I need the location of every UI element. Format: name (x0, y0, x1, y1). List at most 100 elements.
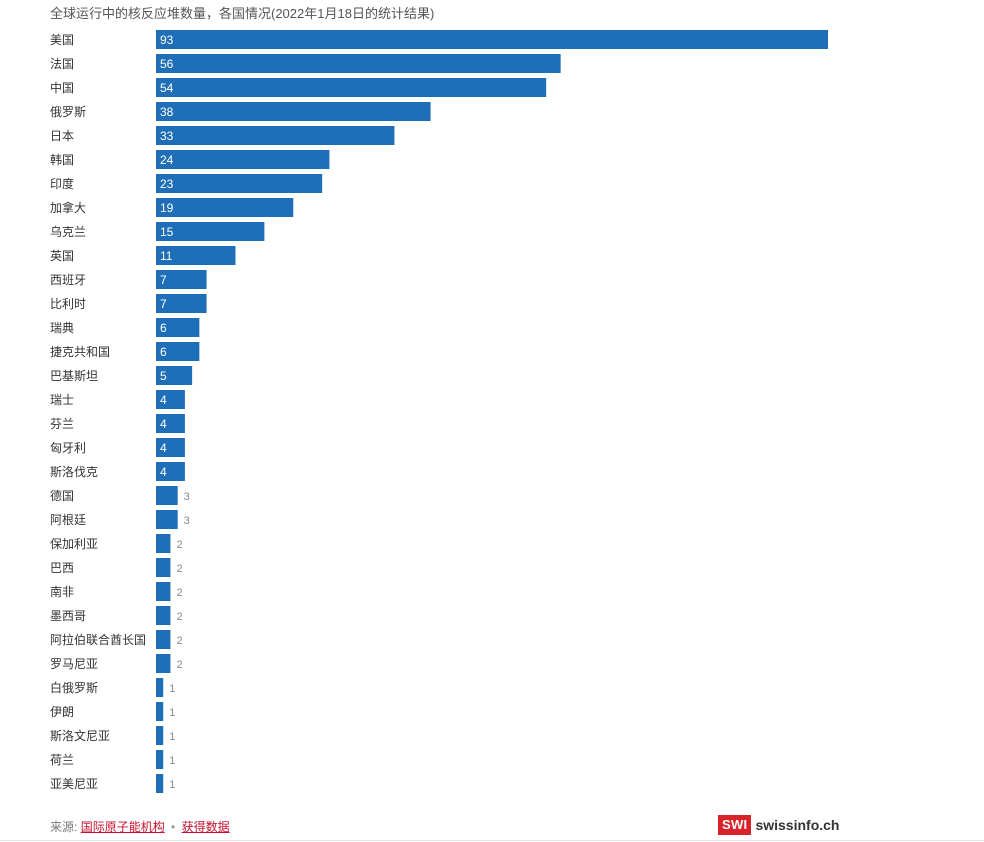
category-label: 荷兰 (50, 753, 74, 767)
value-label: 1 (169, 755, 175, 767)
bar (156, 30, 828, 49)
bar (156, 174, 323, 193)
value-label: 7 (160, 273, 167, 287)
bar (156, 246, 236, 265)
bar (156, 582, 171, 601)
value-label: 54 (160, 81, 174, 95)
source-link[interactable]: 国际原子能机构 (80, 820, 165, 834)
bar (156, 198, 294, 217)
category-label: 俄罗斯 (50, 105, 86, 119)
category-label: 捷克共和国 (50, 345, 110, 359)
source-footer: 来源: 国际原子能机构 • 获得数据 (50, 818, 230, 835)
bar (156, 414, 185, 433)
value-label: 56 (160, 57, 174, 71)
category-label: 阿拉伯联合酋长国 (50, 632, 146, 647)
bar (156, 102, 431, 121)
value-label: 1 (169, 779, 175, 791)
category-label: 芬兰 (50, 417, 74, 431)
bar (156, 774, 164, 793)
swissinfo-logo-text: swissinfo.ch (755, 817, 840, 833)
bar (156, 54, 561, 73)
category-label: 比利时 (50, 297, 86, 311)
bar (156, 654, 171, 673)
category-label: 保加利亚 (50, 537, 98, 551)
bar (156, 750, 164, 769)
category-label: 巴西 (50, 561, 74, 575)
swi-logo-box: SWI (718, 815, 752, 835)
category-label: 瑞典 (50, 321, 74, 335)
value-label: 4 (160, 465, 167, 479)
value-label: 1 (169, 731, 175, 743)
bar (156, 390, 185, 409)
category-label: 英国 (50, 249, 74, 263)
value-label: 19 (160, 201, 174, 215)
value-label: 4 (160, 393, 167, 407)
category-label: 加拿大 (50, 200, 86, 215)
value-label: 1 (169, 707, 175, 719)
category-label: 南非 (50, 584, 74, 599)
bar (156, 150, 330, 169)
bar (156, 270, 207, 289)
category-label: 德国 (50, 488, 74, 503)
bar (156, 318, 200, 337)
bar (156, 630, 171, 649)
value-label: 3 (184, 491, 190, 503)
category-label: 白俄罗斯 (50, 680, 98, 695)
value-label: 4 (160, 441, 167, 455)
bar (156, 126, 395, 145)
value-label: 6 (160, 321, 167, 335)
bar (156, 294, 207, 313)
bar (156, 462, 185, 481)
swissinfo-logo[interactable]: SWI swissinfo.ch (718, 814, 839, 836)
value-label: 38 (160, 105, 174, 119)
value-label: 11 (160, 249, 173, 263)
value-label: 24 (160, 153, 174, 167)
separator-dot: • (171, 820, 176, 834)
category-label: 斯洛文尼亚 (50, 728, 110, 743)
value-label: 6 (160, 345, 167, 359)
value-label: 1 (169, 683, 175, 695)
value-label: 2 (176, 659, 182, 671)
bar (156, 510, 178, 529)
category-label: 巴基斯坦 (50, 369, 98, 383)
category-label: 瑞士 (50, 393, 74, 407)
value-label: 4 (160, 417, 167, 431)
bar (156, 342, 200, 361)
bar (156, 534, 171, 553)
chart-title: 全球运行中的核反应堆数量，各国情况(2022年1月18日的统计结果) (50, 6, 435, 21)
category-label: 斯洛伐克 (50, 464, 98, 479)
category-label: 伊朗 (50, 705, 74, 719)
bar (156, 702, 164, 721)
value-label: 2 (176, 635, 182, 647)
category-label: 阿根廷 (50, 513, 86, 527)
bar (156, 606, 171, 625)
category-label: 法国 (50, 57, 74, 71)
category-label: 中国 (50, 80, 74, 95)
value-label: 3 (184, 515, 190, 527)
category-label: 印度 (50, 176, 74, 191)
value-label: 93 (160, 33, 174, 47)
bar (156, 78, 547, 97)
value-label: 15 (160, 225, 174, 239)
value-label: 33 (160, 129, 174, 143)
bar (156, 726, 164, 745)
value-label: 7 (160, 297, 167, 311)
category-label: 匈牙利 (50, 441, 86, 455)
category-label: 西班牙 (50, 273, 86, 287)
bar (156, 366, 193, 385)
category-label: 墨西哥 (50, 609, 86, 623)
value-label: 2 (176, 587, 182, 599)
get-data-link[interactable]: 获得数据 (181, 820, 230, 834)
category-label: 美国 (50, 33, 74, 47)
bar (156, 222, 265, 241)
category-label: 乌克兰 (50, 224, 86, 239)
value-label: 23 (160, 177, 174, 191)
category-label: 罗马尼亚 (50, 657, 98, 671)
value-label: 2 (176, 563, 182, 575)
bar (156, 558, 171, 577)
bottom-divider (0, 840, 984, 841)
value-label: 2 (176, 611, 182, 623)
bar (156, 438, 185, 457)
bar (156, 678, 164, 697)
